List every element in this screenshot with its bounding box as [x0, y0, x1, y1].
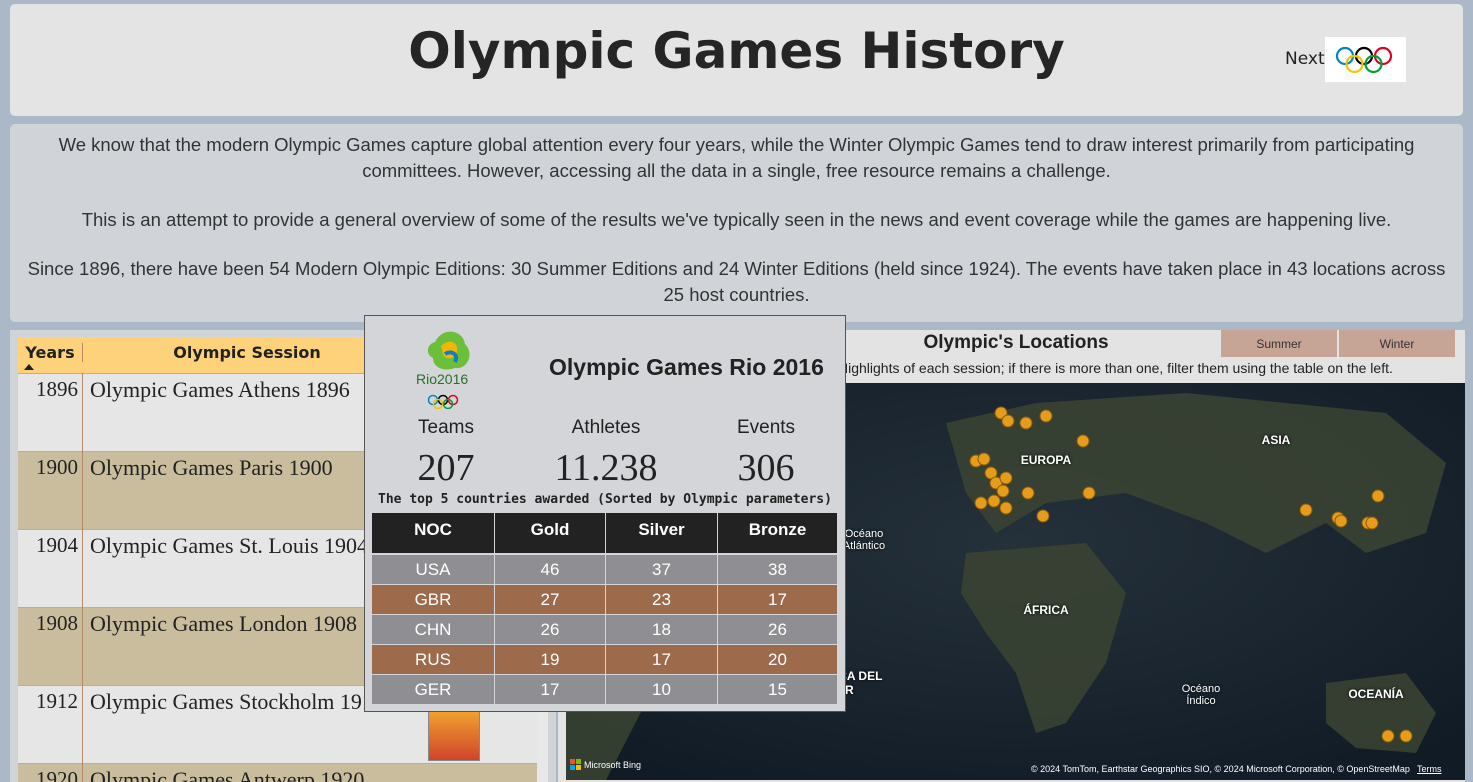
olympic-rings-logo[interactable] — [1325, 37, 1406, 82]
poster-thumbnail — [428, 711, 480, 761]
location-dot[interactable] — [1076, 434, 1090, 448]
stat-label: Teams — [418, 417, 474, 438]
map-brand: Microsoft Bing — [584, 760, 642, 770]
map-label: OCEANÍA — [1348, 687, 1404, 701]
stat-label: Athletes — [571, 417, 641, 438]
session-cell: Olympic Games London 1908 — [82, 607, 410, 685]
medal-cell: 10 — [606, 675, 718, 704]
intro: We know that the modern Olympic Games ca… — [10, 124, 1463, 322]
location-dot[interactable] — [987, 494, 1001, 508]
stat-value: 11.238 — [554, 447, 658, 489]
medal-cell: 19 — [495, 645, 606, 674]
session-cell: Olympic Games St. Louis 1904 — [82, 529, 410, 607]
location-dot[interactable] — [974, 496, 988, 510]
location-dot[interactable] — [1021, 486, 1035, 500]
medal-cell: 23 — [606, 585, 718, 614]
medal-header: Bronze — [718, 513, 838, 553]
location-dot[interactable] — [999, 501, 1013, 515]
medal-header: Gold — [495, 513, 606, 553]
medal-cell: USA — [372, 555, 495, 584]
medal-cell: 37 — [606, 555, 718, 584]
year-cell: 1908 — [36, 611, 78, 635]
bing-logo — [570, 759, 581, 770]
medal-cell: CHN — [372, 615, 495, 644]
location-dot[interactable] — [1039, 409, 1053, 423]
year-cell: 1896 — [36, 377, 78, 401]
map-credits: © 2024 TomTom, Earthstar Geographics SIO… — [1031, 764, 1410, 774]
year-cell: 1920 — [36, 767, 78, 782]
location-dot[interactable] — [1399, 729, 1413, 743]
intro-paragraph: This is an attempt to provide a general … — [81, 209, 1392, 230]
medal-cell: 46 — [495, 555, 606, 584]
rio-logo — [427, 331, 470, 409]
location-dot[interactable] — [1365, 516, 1379, 530]
page-title: Olympic Games History — [408, 22, 1065, 80]
medal-cell: 17 — [495, 675, 606, 704]
location-dot[interactable] — [1334, 514, 1348, 528]
sort-indicator — [24, 364, 34, 370]
location-dot[interactable] — [977, 452, 991, 466]
medal-cell: 26 — [718, 615, 838, 644]
year-cell: 1900 — [36, 455, 78, 479]
year-cell: 1904 — [36, 533, 78, 557]
table-row — [18, 763, 537, 782]
tooltip-title: Olympic Games Rio 2016 — [549, 354, 824, 380]
medal-cell: RUS — [372, 645, 495, 674]
medal-cell: 27 — [495, 585, 606, 614]
map-label: ASIA — [1261, 433, 1291, 447]
map-title: Olympic's Locations — [923, 332, 1109, 353]
location-dot[interactable] — [1371, 489, 1385, 503]
summer-button[interactable]: Summer — [1221, 330, 1337, 357]
intro-paragraph: Since 1896, there have been 54 Modern Ol… — [27, 258, 1446, 305]
map-label: Océano Índico — [1181, 683, 1221, 707]
location-dot[interactable] — [1299, 503, 1313, 517]
header — [10, 4, 1463, 116]
medal-cell: 17 — [606, 645, 718, 674]
location-dot[interactable] — [1001, 414, 1015, 428]
map-label: ÁFRICA — [1023, 603, 1069, 617]
medal-cell: GER — [372, 675, 495, 704]
rio-logo-text: Rio2016 — [416, 371, 469, 387]
stat-value: 207 — [417, 447, 475, 489]
medal-cell: 15 — [718, 675, 838, 704]
session-cell: Olympic Games Paris 1900 — [82, 451, 410, 529]
map-subtitle: Highlights of each session; if there is … — [838, 360, 1393, 376]
column-header: Years — [25, 343, 75, 362]
map-label: EUROPA — [1020, 453, 1072, 467]
map-terms[interactable]: Terms — [1417, 764, 1442, 774]
session-cell: Olympic Games Athens 1896 — [82, 373, 410, 451]
medal-cell: 26 — [495, 615, 606, 644]
medal-cell: 18 — [606, 615, 718, 644]
medal-header: Silver — [606, 513, 718, 553]
medal-cell: 38 — [718, 555, 838, 584]
intro-paragraph: We know that the modern Olympic Games ca… — [58, 134, 1415, 181]
medal-cell: GBR — [372, 585, 495, 614]
location-dot[interactable] — [999, 471, 1013, 485]
location-dot[interactable] — [1036, 509, 1050, 523]
medal-header: NOC — [372, 513, 495, 553]
medal-cell: 17 — [718, 585, 838, 614]
winter-button[interactable]: Winter — [1339, 330, 1455, 357]
map-label: Océano Atlántico — [842, 528, 886, 552]
location-dot[interactable] — [1082, 486, 1096, 500]
next-button[interactable]: Next — [1285, 49, 1325, 69]
year-cell: 1912 — [36, 689, 78, 713]
stat-value: 306 — [737, 447, 795, 489]
session-cell: Olympic Games Stockholm 1912 — [82, 685, 410, 763]
medal-cell: 20 — [718, 645, 838, 674]
column-header: Olympic Session — [82, 343, 411, 362]
session-cell: Olympic Games Antwerp 1920 — [82, 763, 410, 782]
location-dot[interactable] — [1019, 416, 1033, 430]
location-dot[interactable] — [996, 484, 1010, 498]
tooltip-subtitle: The top 5 countries awarded (Sorted by O… — [378, 492, 832, 507]
location-dot[interactable] — [1381, 729, 1395, 743]
session-tooltip: Rio2016 Olympic Games Rio 2016 The top 5… — [364, 315, 846, 712]
stat-label: Events — [736, 417, 796, 438]
